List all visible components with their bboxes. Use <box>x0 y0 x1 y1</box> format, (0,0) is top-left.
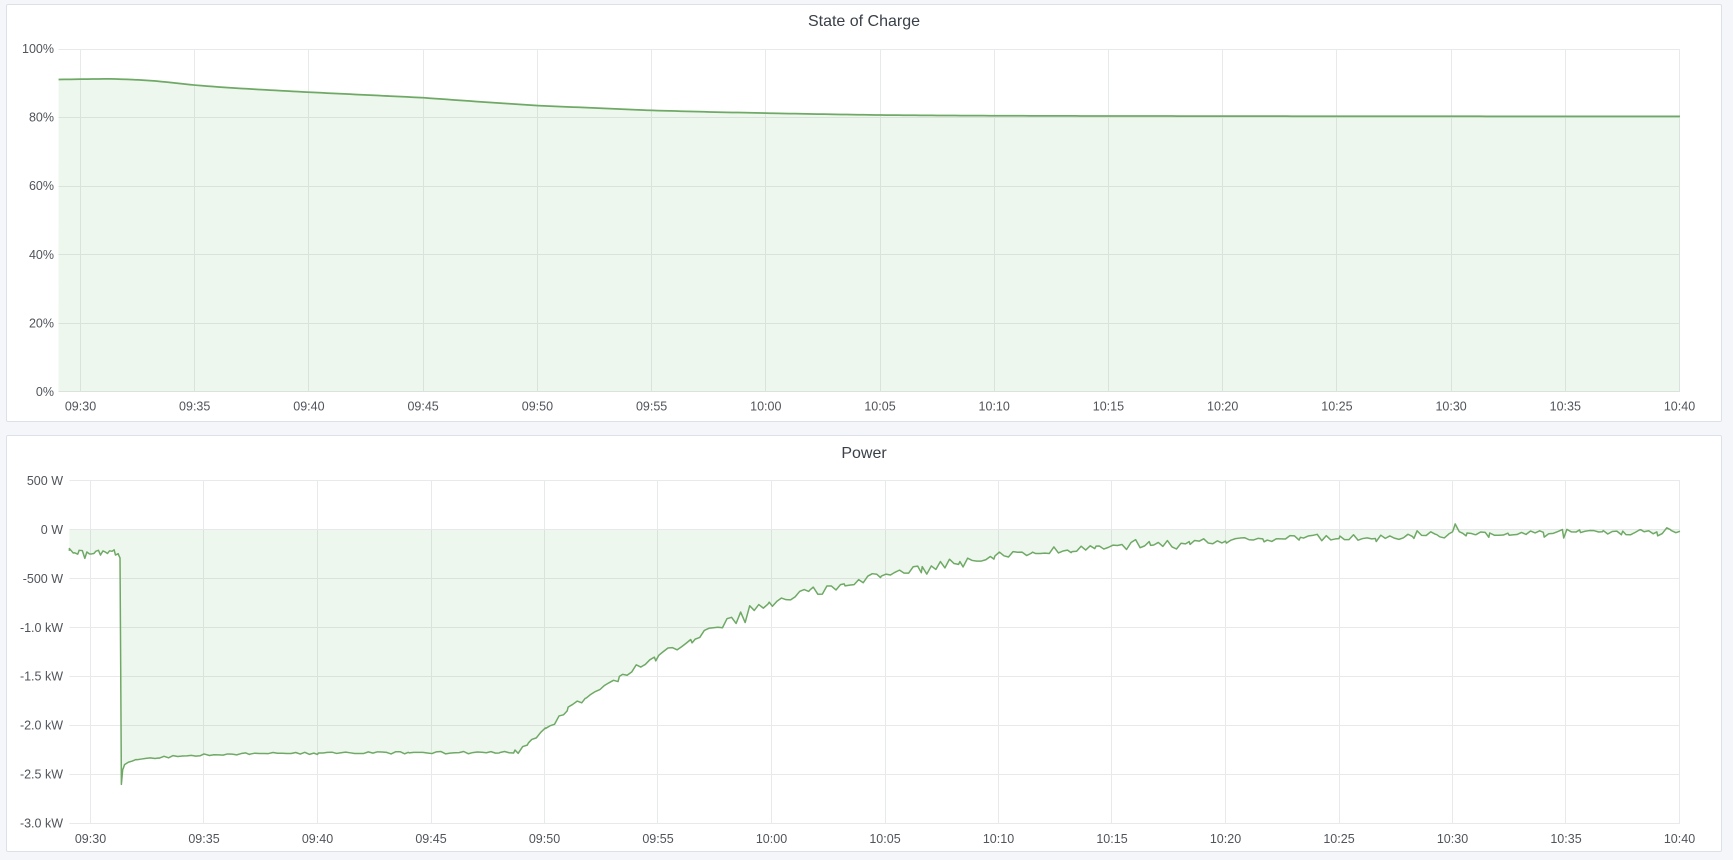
svg-text:09:40: 09:40 <box>293 400 324 414</box>
svg-text:-1.5 kW: -1.5 kW <box>20 670 63 684</box>
svg-text:-2.5 kW: -2.5 kW <box>20 768 63 782</box>
svg-text:10:05: 10:05 <box>869 832 900 846</box>
svg-text:09:45: 09:45 <box>415 832 446 846</box>
svg-text:10:05: 10:05 <box>864 400 895 414</box>
svg-text:20%: 20% <box>29 316 54 330</box>
svg-text:09:55: 09:55 <box>642 832 673 846</box>
svg-text:40%: 40% <box>29 248 54 262</box>
svg-text:09:35: 09:35 <box>188 832 219 846</box>
svg-text:10:25: 10:25 <box>1323 832 1354 846</box>
svg-text:09:55: 09:55 <box>636 400 667 414</box>
svg-text:10:00: 10:00 <box>756 832 787 846</box>
svg-text:09:45: 09:45 <box>407 400 438 414</box>
svg-text:10:40: 10:40 <box>1664 400 1695 414</box>
svg-text:10:10: 10:10 <box>979 400 1010 414</box>
svg-text:-2.0 kW: -2.0 kW <box>20 719 63 733</box>
svg-text:10:25: 10:25 <box>1321 400 1352 414</box>
svg-text:500 W: 500 W <box>27 474 63 488</box>
svg-text:-1.0 kW: -1.0 kW <box>20 621 63 635</box>
svg-text:10:15: 10:15 <box>1093 400 1124 414</box>
svg-text:09:35: 09:35 <box>179 400 210 414</box>
svg-text:0%: 0% <box>36 385 54 399</box>
svg-text:09:50: 09:50 <box>529 832 560 846</box>
svg-text:09:40: 09:40 <box>302 832 333 846</box>
svg-text:09:30: 09:30 <box>65 400 96 414</box>
svg-text:10:30: 10:30 <box>1437 832 1468 846</box>
svg-text:10:00: 10:00 <box>750 400 781 414</box>
svg-text:10:35: 10:35 <box>1550 832 1581 846</box>
svg-text:10:20: 10:20 <box>1207 400 1238 414</box>
svg-text:-500 W: -500 W <box>23 572 63 586</box>
svg-text:60%: 60% <box>29 179 54 193</box>
svg-text:10:30: 10:30 <box>1435 400 1466 414</box>
svg-text:-3.0 kW: -3.0 kW <box>20 817 63 831</box>
svg-text:10:40: 10:40 <box>1664 832 1695 846</box>
svg-text:10:35: 10:35 <box>1550 400 1581 414</box>
svg-text:80%: 80% <box>29 111 54 125</box>
svg-text:09:30: 09:30 <box>75 832 106 846</box>
svg-text:10:10: 10:10 <box>983 832 1014 846</box>
svg-text:10:20: 10:20 <box>1210 832 1241 846</box>
svg-text:100%: 100% <box>22 42 54 56</box>
svg-text:0 W: 0 W <box>41 523 63 537</box>
svg-text:10:15: 10:15 <box>1096 832 1127 846</box>
svg-text:09:50: 09:50 <box>522 400 553 414</box>
